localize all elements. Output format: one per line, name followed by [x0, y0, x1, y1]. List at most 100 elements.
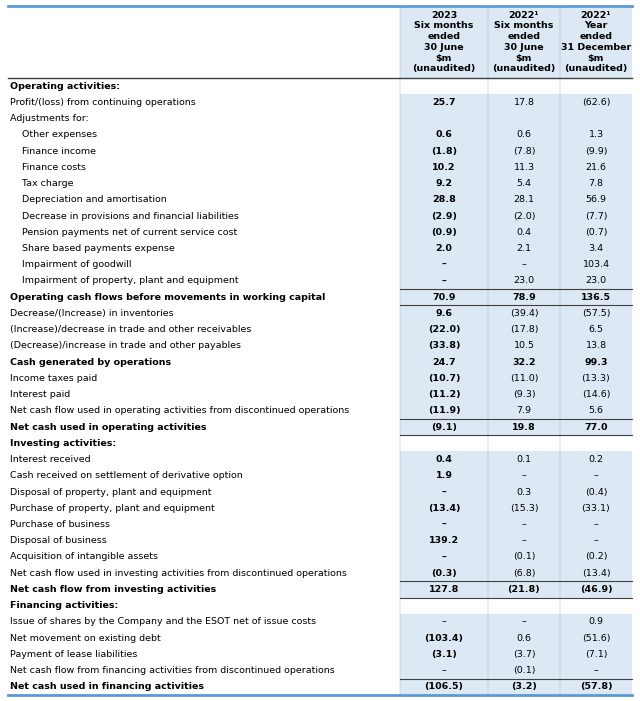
Text: (15.3): (15.3) [509, 504, 538, 512]
Text: 103.4: 103.4 [582, 260, 609, 269]
Text: Operating cash flows before movements in working capital: Operating cash flows before movements in… [10, 293, 325, 301]
Text: 1.3: 1.3 [588, 130, 604, 139]
Text: 10.2: 10.2 [432, 163, 456, 172]
Text: 1.9: 1.9 [435, 471, 452, 480]
Text: (7.8): (7.8) [513, 147, 535, 156]
Text: (2.0): (2.0) [513, 212, 535, 221]
Bar [400, 630, 632, 646]
Bar [400, 517, 632, 533]
Text: (13.3): (13.3) [582, 374, 611, 383]
Text: (11.0): (11.0) [509, 374, 538, 383]
Text: (3.7): (3.7) [513, 650, 535, 659]
Bar [400, 143, 632, 159]
Text: (0.1): (0.1) [513, 552, 535, 562]
Text: (7.1): (7.1) [585, 650, 607, 659]
Text: (2.9): (2.9) [431, 212, 457, 221]
Bar [400, 679, 632, 695]
Text: Investing activities:: Investing activities: [10, 439, 116, 448]
Text: Share based payments expense: Share based payments expense [10, 244, 175, 253]
Text: –: – [522, 471, 526, 480]
Bar [400, 386, 632, 403]
Text: (11.2): (11.2) [428, 390, 460, 399]
Bar [400, 533, 632, 549]
Bar [400, 500, 632, 517]
Text: (0.2): (0.2) [585, 552, 607, 562]
Text: Decrease in provisions and financial liabilities: Decrease in provisions and financial lia… [10, 212, 239, 221]
Text: Operating activities:: Operating activities: [10, 81, 120, 90]
Text: (39.4): (39.4) [509, 309, 538, 318]
Text: (14.6): (14.6) [582, 390, 611, 399]
Text: (22.0): (22.0) [428, 325, 460, 334]
Text: (106.5): (106.5) [424, 682, 463, 691]
Text: Impairment of property, plant and equipment: Impairment of property, plant and equipm… [10, 276, 239, 285]
Text: (46.9): (46.9) [580, 585, 612, 594]
Text: Net cash used in financing activities: Net cash used in financing activities [10, 682, 204, 691]
Text: 2023
Six months
ended
30 June
$m
(unaudited): 2023 Six months ended 30 June $m (unaudi… [412, 11, 476, 74]
Text: –: – [442, 666, 446, 675]
Text: –: – [594, 471, 598, 480]
Text: Income taxes paid: Income taxes paid [10, 374, 97, 383]
Bar [400, 94, 632, 111]
Text: Purchase of property, plant and equipment: Purchase of property, plant and equipmen… [10, 504, 215, 512]
Text: Impairment of goodwill: Impairment of goodwill [10, 260, 131, 269]
Text: 0.2: 0.2 [589, 455, 604, 464]
Text: 127.8: 127.8 [429, 585, 459, 594]
Bar [400, 191, 632, 208]
Text: –: – [442, 520, 446, 529]
Text: (9.1): (9.1) [431, 423, 457, 432]
Text: (10.7): (10.7) [428, 374, 460, 383]
Text: 78.9: 78.9 [512, 293, 536, 301]
Text: (51.6): (51.6) [582, 634, 611, 643]
Text: –: – [442, 276, 446, 285]
Text: Net movement on existing debt: Net movement on existing debt [10, 634, 161, 643]
Bar [400, 484, 632, 500]
Text: Disposal of business: Disposal of business [10, 536, 107, 545]
Text: Cash received on settlement of derivative option: Cash received on settlement of derivativ… [10, 471, 243, 480]
Text: 0.4: 0.4 [516, 228, 531, 237]
Text: (62.6): (62.6) [582, 98, 611, 107]
Bar [400, 581, 632, 597]
Bar [400, 159, 632, 175]
Text: 0.6: 0.6 [516, 634, 531, 643]
Bar [400, 240, 632, 257]
Text: –: – [442, 552, 446, 562]
Bar [400, 289, 632, 306]
Text: (6.8): (6.8) [513, 569, 535, 578]
Text: 13.8: 13.8 [586, 341, 607, 350]
Text: Acquisition of intangible assets: Acquisition of intangible assets [10, 552, 158, 562]
Text: 28.8: 28.8 [432, 196, 456, 204]
Text: Net cash flow used in investing activities from discontinued operations: Net cash flow used in investing activiti… [10, 569, 347, 578]
Text: –: – [522, 618, 526, 627]
Text: (33.8): (33.8) [428, 341, 460, 350]
Text: Disposal of property, plant and equipment: Disposal of property, plant and equipmen… [10, 487, 211, 496]
Text: (0.7): (0.7) [585, 228, 607, 237]
Text: Adjustments for:: Adjustments for: [10, 114, 89, 123]
Text: 23.0: 23.0 [513, 276, 534, 285]
Text: (0.4): (0.4) [585, 487, 607, 496]
Text: Other expenses: Other expenses [10, 130, 97, 139]
Text: Net cash flow from financing activities from discontinued operations: Net cash flow from financing activities … [10, 666, 335, 675]
Bar [400, 208, 632, 224]
Text: 17.8: 17.8 [513, 98, 534, 107]
Text: Purchase of business: Purchase of business [10, 520, 110, 529]
Bar [400, 338, 632, 354]
Text: 99.3: 99.3 [584, 358, 608, 367]
Text: Financing activities:: Financing activities: [10, 601, 118, 610]
Text: Tax charge: Tax charge [10, 179, 74, 188]
Text: 0.4: 0.4 [436, 455, 452, 464]
Text: (3.1): (3.1) [431, 650, 457, 659]
Text: 56.9: 56.9 [586, 196, 607, 204]
Text: 2022¹
Year
ended
31 December
$m
(unaudited): 2022¹ Year ended 31 December $m (unaudit… [561, 11, 631, 74]
Bar [400, 273, 632, 289]
Text: 24.7: 24.7 [432, 358, 456, 367]
Text: Finance income: Finance income [10, 147, 96, 156]
Text: (33.1): (33.1) [582, 504, 611, 512]
Text: Finance costs: Finance costs [10, 163, 86, 172]
Bar [400, 322, 632, 338]
Text: 0.6: 0.6 [436, 130, 452, 139]
Text: 28.1: 28.1 [513, 196, 534, 204]
Text: Net cash flow from investing activities: Net cash flow from investing activities [10, 585, 216, 594]
Text: 2022¹
Six months
ended
30 June
$m
(unaudited): 2022¹ Six months ended 30 June $m (unaud… [492, 11, 556, 74]
Text: (21.8): (21.8) [508, 585, 540, 594]
Text: 25.7: 25.7 [432, 98, 456, 107]
